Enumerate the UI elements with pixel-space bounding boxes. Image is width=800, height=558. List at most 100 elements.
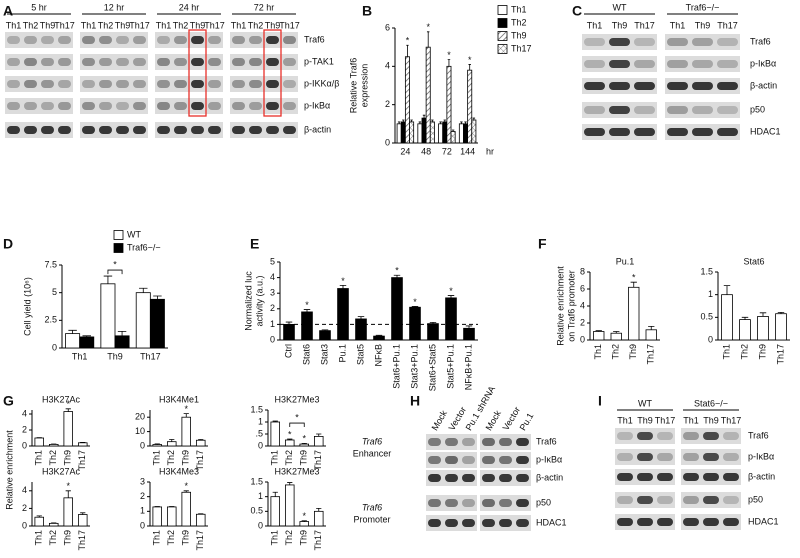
- blot-band: [692, 38, 713, 46]
- legend-swatch: [497, 18, 508, 28]
- row-label: HDAC1: [748, 516, 779, 526]
- row-label: p50: [750, 104, 765, 114]
- blot-band: [174, 58, 187, 66]
- blot-band: [617, 473, 633, 481]
- blot-strip: [665, 34, 740, 50]
- error-bar: [198, 439, 204, 441]
- y-axis-label: Normalized luc: [243, 271, 253, 331]
- row-label: Traf6: [748, 430, 769, 440]
- bar: [299, 443, 309, 447]
- blot-band: [445, 456, 458, 464]
- y-axis-label: expression: [359, 64, 369, 108]
- error-bar: [468, 64, 471, 71]
- x-tick-label: Stat3: [319, 344, 329, 365]
- x-tick-label: Th17: [195, 450, 205, 471]
- row-label: p-IκBα: [536, 454, 562, 464]
- blot-band: [637, 432, 653, 440]
- error-bar: [287, 438, 293, 440]
- lane-label: Th1: [231, 20, 247, 30]
- bar: [283, 323, 295, 341]
- blot-band: [499, 474, 512, 482]
- chart-title: H3K4Me3: [159, 466, 199, 476]
- blot-band: [157, 102, 170, 110]
- blot-band: [7, 80, 20, 88]
- blot-band: [428, 519, 441, 527]
- y-tick-label: 0: [270, 334, 275, 344]
- group-label: 72 hr: [254, 2, 275, 12]
- blot-band: [208, 126, 221, 134]
- blot-band: [617, 453, 633, 461]
- significance-star: *: [447, 50, 451, 60]
- blot-band: [249, 36, 262, 44]
- bar: [181, 491, 191, 527]
- group-label: 5 hr: [31, 2, 47, 12]
- blot-band: [667, 60, 688, 68]
- legend-swatch: [113, 243, 124, 253]
- blot-band: [157, 126, 170, 134]
- blot-band: [82, 36, 95, 44]
- error-bar: [82, 335, 91, 337]
- bar: [284, 484, 295, 527]
- blot-band: [584, 106, 605, 114]
- lane-label: Th9: [612, 20, 628, 30]
- x-tick-label: Th9: [63, 450, 73, 466]
- y-tick-label: 2: [22, 503, 27, 513]
- bar: [417, 123, 423, 144]
- blot-band: [617, 518, 633, 526]
- blot-band: [249, 126, 262, 134]
- x-tick-label: 144: [460, 146, 475, 156]
- y-tick-label: 1: [140, 506, 145, 516]
- blot-band: [116, 58, 129, 66]
- blot-band: [703, 518, 719, 526]
- error-bar: [183, 413, 189, 418]
- y-tick-label: 20: [135, 412, 145, 422]
- x-tick-label: Th9: [181, 530, 191, 546]
- lane-label: Th17: [54, 20, 75, 30]
- blot-band: [667, 128, 688, 136]
- legend-swatch: [497, 44, 508, 54]
- error-bar: [451, 129, 455, 132]
- significance-star: *: [341, 276, 345, 286]
- legend-swatch: [497, 31, 508, 41]
- error-bar: [272, 420, 278, 422]
- y-tick-label: 0: [140, 520, 145, 530]
- blot-band: [208, 58, 221, 66]
- row-label: Traf6: [536, 436, 557, 446]
- error-bar: [375, 334, 383, 337]
- blot-band: [634, 60, 655, 68]
- blot-band: [637, 496, 653, 504]
- lane-label: Th9: [115, 20, 131, 30]
- significance-star: *: [426, 22, 430, 32]
- blot-band: [133, 80, 146, 88]
- blot-band: [283, 58, 296, 66]
- bar: [195, 513, 206, 527]
- x-tick-label: Th1: [152, 450, 162, 466]
- x-tick-label: Th17: [313, 530, 323, 551]
- blot-band: [266, 102, 279, 110]
- blot-band: [445, 499, 458, 507]
- lane-label: Th17: [129, 20, 150, 30]
- y-tick-label: 1.5: [700, 266, 713, 276]
- bar: [438, 123, 444, 144]
- blot-band: [41, 102, 54, 110]
- error-bar: [406, 44, 409, 57]
- x-tick-label: 72: [442, 146, 452, 156]
- blot-band: [157, 80, 170, 88]
- blot-band: [683, 432, 699, 440]
- x-tick-label: Th9: [107, 351, 123, 361]
- x-tick-label: Th17: [140, 351, 161, 361]
- error-bar: [777, 311, 785, 314]
- significance-star: *: [66, 399, 70, 409]
- blot-band: [667, 82, 688, 90]
- x-tick-label: Th17: [77, 450, 87, 471]
- bar: [299, 521, 309, 527]
- chart-title: H3K27Me3: [274, 466, 319, 476]
- y-tick-label: 6: [385, 22, 390, 32]
- blot-band: [82, 58, 95, 66]
- blot-band: [58, 126, 71, 134]
- group-label: WT: [613, 2, 627, 12]
- blot-band: [609, 106, 630, 114]
- blot-band: [58, 58, 71, 66]
- significance-star: *: [184, 404, 188, 414]
- significance-star: *: [66, 481, 70, 491]
